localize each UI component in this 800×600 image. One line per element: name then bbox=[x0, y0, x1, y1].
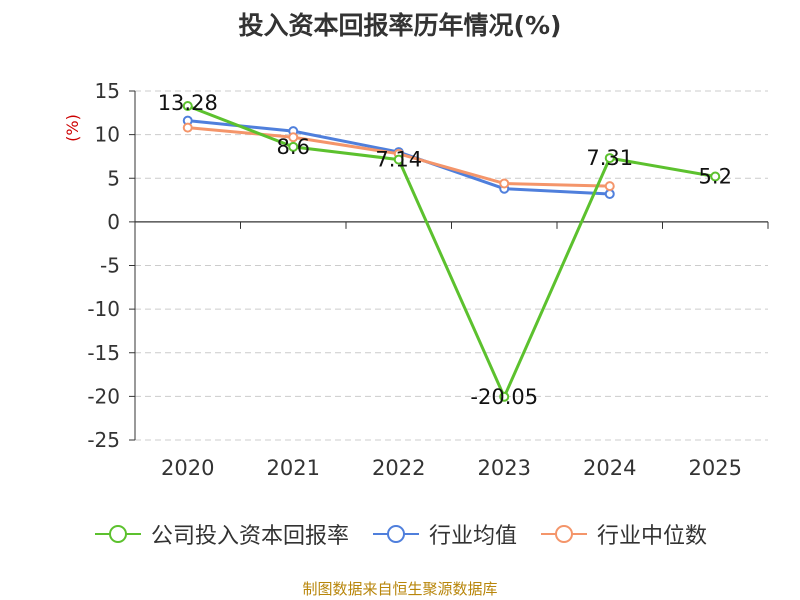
legend-marker-company bbox=[94, 525, 141, 543]
y-tick-label: -15 bbox=[87, 341, 120, 365]
data-label: -20.05 bbox=[470, 385, 538, 409]
x-tick-label: 2020 bbox=[161, 456, 214, 480]
data-point bbox=[499, 391, 510, 402]
legend-item-company[interactable]: 公司投入资本回报率 bbox=[93, 518, 349, 550]
y-tick-label: 0 bbox=[107, 210, 120, 234]
y-tick-label: -25 bbox=[87, 428, 120, 452]
data-point bbox=[604, 181, 615, 192]
data-label: 7.31 bbox=[586, 146, 633, 170]
x-tick-label: 2023 bbox=[478, 456, 531, 480]
data-label: 7.14 bbox=[375, 148, 422, 172]
y-tick-label: 15 bbox=[95, 79, 120, 103]
y-axis-label: (%) bbox=[63, 114, 82, 142]
data-point bbox=[499, 178, 510, 189]
data-point bbox=[182, 101, 193, 112]
x-tick-label: 2024 bbox=[583, 456, 636, 480]
grid-lines bbox=[135, 90, 768, 441]
series-lines bbox=[182, 101, 721, 402]
legend-marker-industry-mean bbox=[372, 525, 419, 543]
y-tick-label: -10 bbox=[87, 297, 120, 321]
data-point bbox=[182, 122, 193, 133]
chart-title: 投入资本回报率历年情况(%) bbox=[238, 11, 562, 40]
data-label: 13.28 bbox=[158, 91, 218, 115]
data-label: 5.2 bbox=[699, 165, 732, 189]
source-note: 制图数据来自恒生聚源数据库 bbox=[302, 580, 498, 598]
data-labels: 13.28 8.6 7.14 -20.05 7.31 5.2 bbox=[158, 91, 732, 409]
y-tick-label: -20 bbox=[87, 384, 120, 408]
x-tick-label: 2025 bbox=[689, 456, 742, 480]
legend-item-industry-median[interactable]: 行业中位数 bbox=[539, 518, 707, 550]
legend-label-company: 公司投入资本回报率 bbox=[150, 524, 349, 549]
data-point bbox=[604, 188, 615, 199]
data-point bbox=[288, 132, 299, 143]
series-line-0 bbox=[187, 104, 716, 399]
y-tick-label: 5 bbox=[107, 166, 120, 190]
legend-label-industry-median: 行业中位数 bbox=[597, 524, 708, 549]
legend-label-industry-mean: 行业均值 bbox=[428, 524, 517, 549]
x-tick-label: 2022 bbox=[372, 456, 425, 480]
data-point bbox=[288, 141, 299, 152]
data-point bbox=[604, 153, 615, 164]
legend-item-industry-mean[interactable]: 行业均值 bbox=[371, 518, 517, 550]
data-point bbox=[393, 154, 404, 165]
legend: 公司投入资本回报率 行业均值 行业中位数 bbox=[0, 518, 800, 550]
y-tick-label: 10 bbox=[95, 123, 120, 147]
data-point bbox=[710, 171, 721, 182]
legend-marker-industry-median bbox=[541, 525, 587, 543]
x-tick-label: 2021 bbox=[267, 456, 320, 480]
y-tick-label: -5 bbox=[100, 254, 120, 278]
data-label: 8.6 bbox=[277, 135, 310, 159]
axes: 15 10 5 0 -5 -10 -15 -20 -25 2020 2021 2022 2023 2024… bbox=[63, 79, 769, 480]
